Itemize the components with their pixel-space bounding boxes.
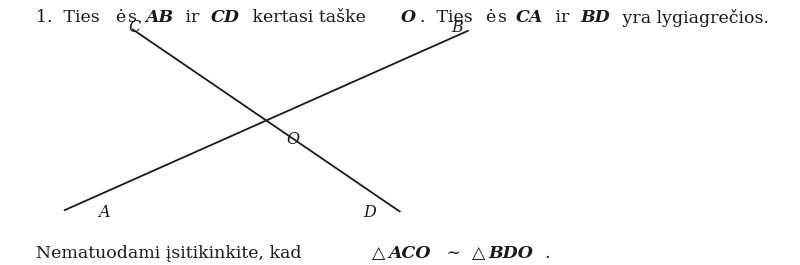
Text: Nematuodami įsitikinkite, kad: Nematuodami įsitikinkite, kad (36, 245, 307, 262)
Text: AB: AB (146, 9, 174, 26)
Text: 1.  Ties: 1. Ties (36, 9, 100, 26)
Text: kertasi taške: kertasi taške (247, 9, 371, 26)
Text: .: . (545, 245, 550, 262)
Text: CD: CD (211, 9, 240, 26)
Text: ir: ir (180, 9, 206, 26)
Text: A: A (98, 205, 110, 222)
Text: D: D (363, 205, 376, 222)
Text: yra lygiagrečios.: yra lygiagrečios. (618, 9, 770, 27)
Text: CA: CA (516, 9, 543, 26)
Text: O: O (286, 131, 300, 148)
Text: BD: BD (581, 9, 610, 26)
Text: ∼: ∼ (441, 245, 466, 262)
Text: s: s (498, 9, 512, 26)
Text: O: O (401, 9, 416, 26)
Text: ir: ir (550, 9, 574, 26)
Text: △: △ (472, 245, 486, 262)
Text: ė: ė (485, 9, 495, 26)
Text: C: C (128, 20, 140, 37)
Text: ACO: ACO (388, 245, 430, 262)
Text: .  Ties: . Ties (420, 9, 473, 26)
Text: ė: ė (115, 9, 125, 26)
Text: B: B (451, 20, 462, 37)
Text: s: s (127, 9, 142, 26)
Text: △: △ (371, 245, 385, 262)
Text: BDO: BDO (489, 245, 534, 262)
